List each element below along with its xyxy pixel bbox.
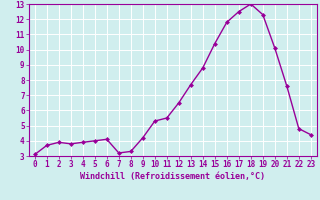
X-axis label: Windchill (Refroidissement éolien,°C): Windchill (Refroidissement éolien,°C) (80, 172, 265, 181)
